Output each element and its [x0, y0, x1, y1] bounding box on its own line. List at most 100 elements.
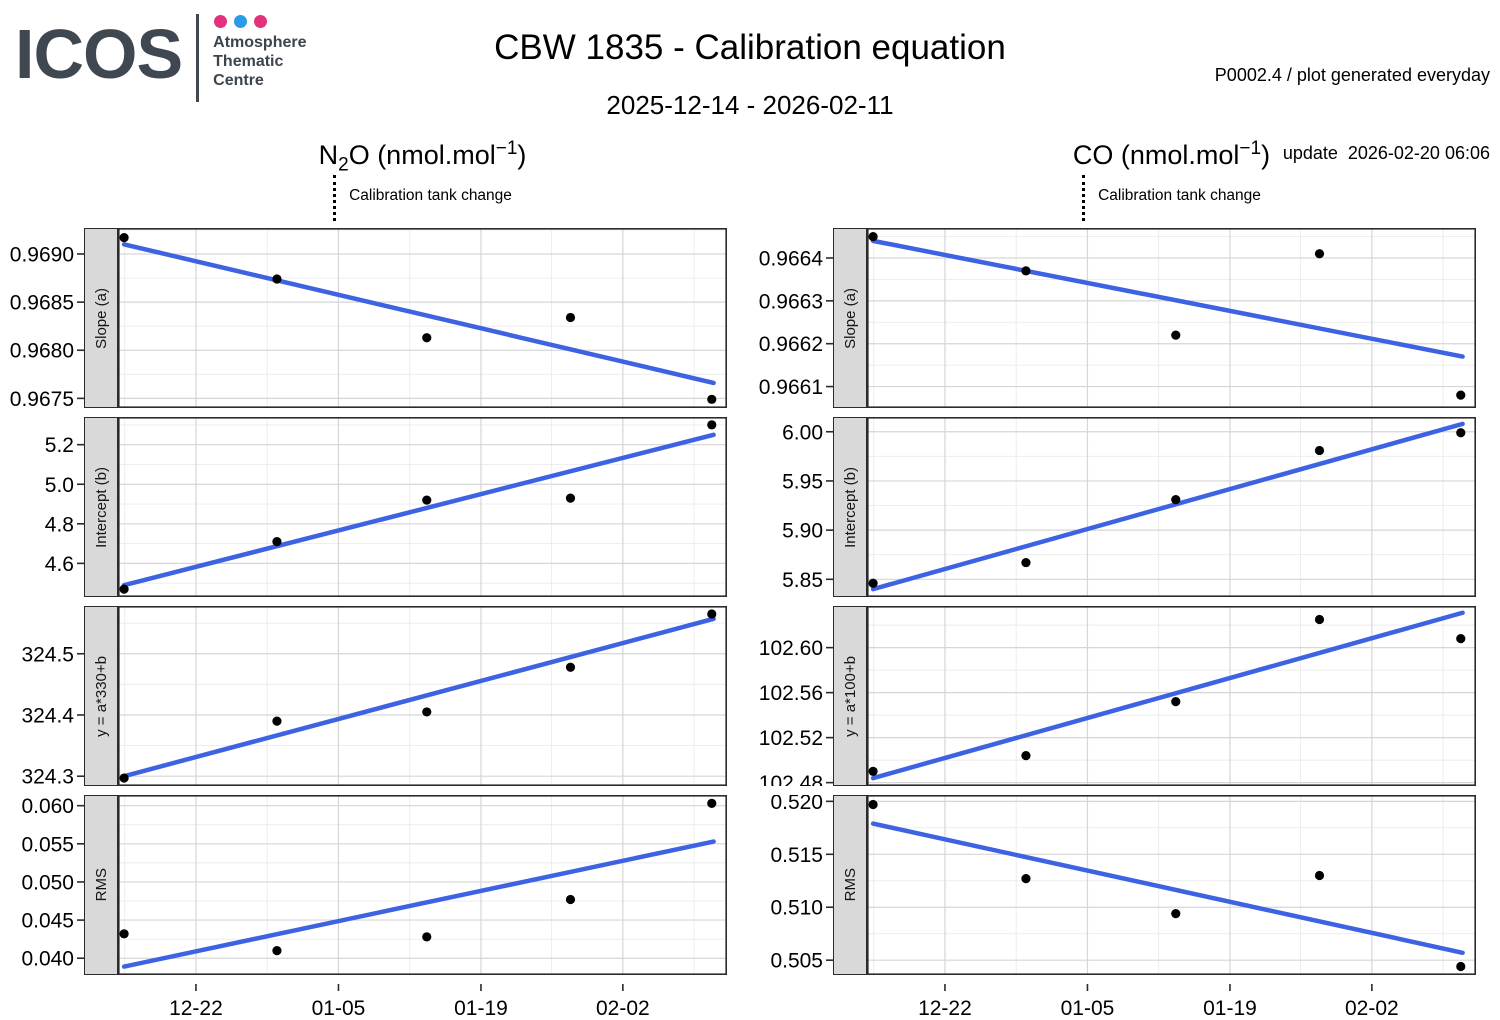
facet-strip: y = a*100+b [833, 606, 867, 786]
page-subtitle: 2025-12-14 - 2026-02-11 [606, 90, 894, 120]
pink-dot-icon [254, 15, 268, 28]
svg-text:02-02: 02-02 [596, 997, 650, 1020]
svg-text:02-02: 02-02 [1345, 997, 1399, 1020]
title-text: ) [517, 140, 527, 170]
logo-divider [196, 14, 200, 102]
svg-text:102.56: 102.56 [759, 682, 823, 705]
logo-unit-line: Centre [213, 72, 264, 89]
svg-text:5.90: 5.90 [782, 520, 823, 543]
svg-text:0.505: 0.505 [770, 950, 823, 973]
facet-strip: Intercept (b) [833, 417, 867, 597]
svg-text:01-05: 01-05 [1061, 997, 1115, 1020]
svg-text:5.95: 5.95 [782, 470, 823, 493]
panel-n2o-slope: 0.9690 0.9685 0.9680 0.9675 Slope (a) [0, 228, 727, 408]
legend-n2o: Calibration tank change [118, 174, 727, 222]
strip-label: Slope (a) [841, 287, 859, 349]
svg-text:6.00: 6.00 [782, 421, 823, 444]
pink-dot-icon [214, 15, 228, 28]
strip-label: RMS [92, 868, 110, 902]
facet-strip: Slope (a) [833, 228, 867, 408]
panel-n2o-rms: 0.060 0.055 0.050 0.045 0.040 RMS [0, 795, 727, 975]
svg-text:0.9690: 0.9690 [10, 243, 74, 266]
panel-n2o-intercept: 5.2 5.0 4.8 4.6 Intercept (b) [0, 417, 727, 597]
logo-unit-line: Thematic [213, 53, 284, 70]
svg-text:324.3: 324.3 [21, 766, 74, 786]
svg-text:324.4: 324.4 [21, 704, 74, 727]
logo-unit-line: Atmosphere [213, 34, 307, 51]
panel-plot [118, 606, 727, 786]
column-title-n2o: N2O (nmol.mol−1) [118, 138, 727, 176]
y-axis: 0.9690 0.9685 0.9680 0.9675 [10, 243, 84, 408]
y-axis: 102.60 102.56 102.52 102.48 [759, 637, 833, 786]
svg-text:0.045: 0.045 [21, 910, 74, 933]
svg-text:01-19: 01-19 [454, 997, 508, 1020]
page-title: CBW 1835 - Calibration equation [494, 28, 1006, 67]
y-axis: 6.00 5.95 5.90 5.85 [782, 421, 833, 592]
svg-text:5.0: 5.0 [45, 474, 74, 497]
title-text: ) [1261, 140, 1271, 170]
svg-text:0.9663: 0.9663 [759, 290, 823, 313]
strip-label: RMS [841, 868, 859, 902]
svg-text:12-22: 12-22 [169, 997, 223, 1020]
panel-n2o-equation: 324.5 324.4 324.3 y = a*330+b [0, 606, 727, 786]
svg-text:0.515: 0.515 [770, 844, 823, 867]
panel-plot [867, 417, 1476, 597]
svg-text:0.060: 0.060 [21, 795, 74, 818]
svg-text:102.60: 102.60 [759, 637, 823, 660]
facet-strip: Intercept (b) [84, 417, 118, 597]
svg-text:0.9675: 0.9675 [10, 388, 74, 408]
legend-label: Calibration tank change [349, 187, 512, 204]
icos-logo: ICOS Atmosphere Thematic Centre [15, 10, 307, 102]
panel-co-intercept: 6.00 5.95 5.90 5.85 Intercept (b) [749, 417, 1476, 597]
panel-co-equation: 102.60 102.56 102.52 102.48 y = a*100+b [749, 606, 1476, 786]
strip-label: Intercept (b) [841, 466, 859, 548]
y-axis: 5.2 5.0 4.8 4.6 [45, 434, 84, 576]
y-axis: 0.9664 0.9663 0.9662 0.9661 [759, 248, 833, 399]
x-axis-spacer [0, 984, 118, 1020]
x-axis-spacer [749, 984, 867, 1020]
svg-text:4.8: 4.8 [45, 513, 74, 536]
svg-text:0.520: 0.520 [770, 795, 823, 814]
facet-strip: Slope (a) [84, 228, 118, 408]
panel-plot [867, 228, 1476, 408]
facet-strip: RMS [84, 795, 118, 975]
svg-text:01-19: 01-19 [1203, 997, 1257, 1020]
svg-text:102.52: 102.52 [759, 727, 823, 750]
x-axis: 12-22 01-05 01-19 02-02 [918, 984, 1399, 1020]
svg-text:4.6: 4.6 [45, 553, 74, 576]
plot-column-co: 0.9664 0.9663 0.9662 0.9661 Slope (a) 6.00 5… [749, 228, 1476, 1020]
x-axis-row: 12-22 01-05 01-19 02-02 [0, 984, 727, 1020]
svg-text:324.5: 324.5 [21, 643, 74, 666]
title-superscript: −1 [495, 138, 518, 159]
dotted-line-icon [333, 175, 337, 221]
y-axis: 324.5 324.4 324.3 [21, 643, 84, 786]
svg-text:0.9680: 0.9680 [10, 340, 74, 363]
svg-text:0.050: 0.050 [21, 871, 74, 894]
y-axis: 0.060 0.055 0.050 0.045 0.040 [21, 795, 84, 971]
facet-strip: RMS [833, 795, 867, 975]
panel-plot [118, 417, 727, 597]
strip-label: y = a*330+b [92, 655, 110, 737]
title-subscript: 2 [338, 154, 349, 176]
svg-text:0.055: 0.055 [21, 833, 74, 856]
svg-text:12-22: 12-22 [918, 997, 972, 1020]
svg-text:0.9661: 0.9661 [759, 376, 823, 399]
strip-label: Intercept (b) [92, 466, 110, 548]
facet-strip: y = a*330+b [84, 606, 118, 786]
strip-label: y = a*100+b [841, 655, 859, 737]
legend-label: Calibration tank change [1098, 187, 1261, 204]
panel-plot [867, 606, 1476, 786]
panel-co-rms: 0.520 0.515 0.510 0.505 RMS [749, 795, 1476, 975]
dotted-line-icon [1082, 175, 1086, 221]
strip-label: Slope (a) [92, 287, 110, 349]
title-text: O (nmol.mol [348, 140, 496, 170]
svg-text:5.85: 5.85 [782, 569, 823, 592]
title-superscript: −1 [1239, 138, 1262, 159]
plot-column-n2o: 0.9690 0.9685 0.9680 0.9675 Slope (a) 5.2 5.… [0, 228, 727, 1020]
legend-co: Calibration tank change [867, 174, 1476, 222]
title-text: N [318, 140, 339, 170]
y-axis: 0.520 0.515 0.510 0.505 [770, 795, 833, 973]
svg-text:0.510: 0.510 [770, 897, 823, 920]
panel-plot [118, 795, 727, 975]
panel-plot [118, 228, 727, 408]
